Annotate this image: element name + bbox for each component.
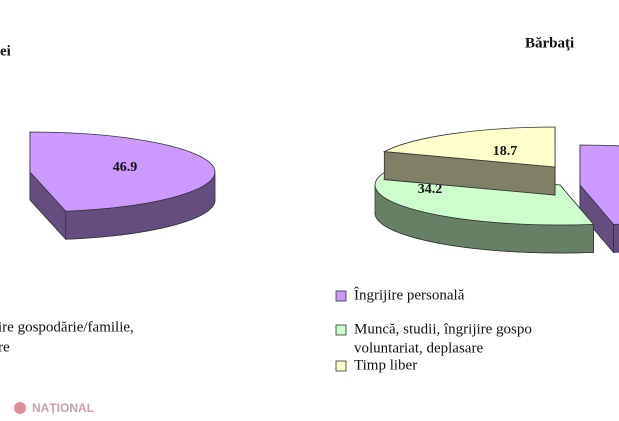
legend-swatch <box>335 360 347 372</box>
data-label: 46.9 <box>113 160 138 175</box>
legend-label: Îngrijire personală <box>354 286 465 303</box>
legend-label: voluntariat, deplasare <box>354 340 483 356</box>
watermark-logo <box>14 402 26 414</box>
chart-title: Bărbaţi <box>525 35 574 51</box>
slice-top <box>579 144 619 225</box>
legend-swatch <box>335 324 347 336</box>
slice-top <box>29 131 216 212</box>
chart-title: ei <box>0 43 11 59</box>
legend-fragment: re <box>0 339 10 355</box>
legend-swatch <box>335 290 347 302</box>
data-label: 18.7 <box>493 144 518 159</box>
slice-side <box>613 223 619 253</box>
legend-fragment: ire gospodărie/familie, <box>0 319 134 335</box>
slice-top <box>382 126 556 168</box>
slice <box>382 126 556 196</box>
slice <box>579 144 619 254</box>
legend-label: Muncă, studii, îngrijire gospo <box>354 321 532 337</box>
data-label: 34.2 <box>418 182 443 197</box>
watermark: NAȚIONAL <box>32 401 94 415</box>
slice <box>29 131 216 241</box>
legend-label: Timp liber <box>354 357 417 373</box>
